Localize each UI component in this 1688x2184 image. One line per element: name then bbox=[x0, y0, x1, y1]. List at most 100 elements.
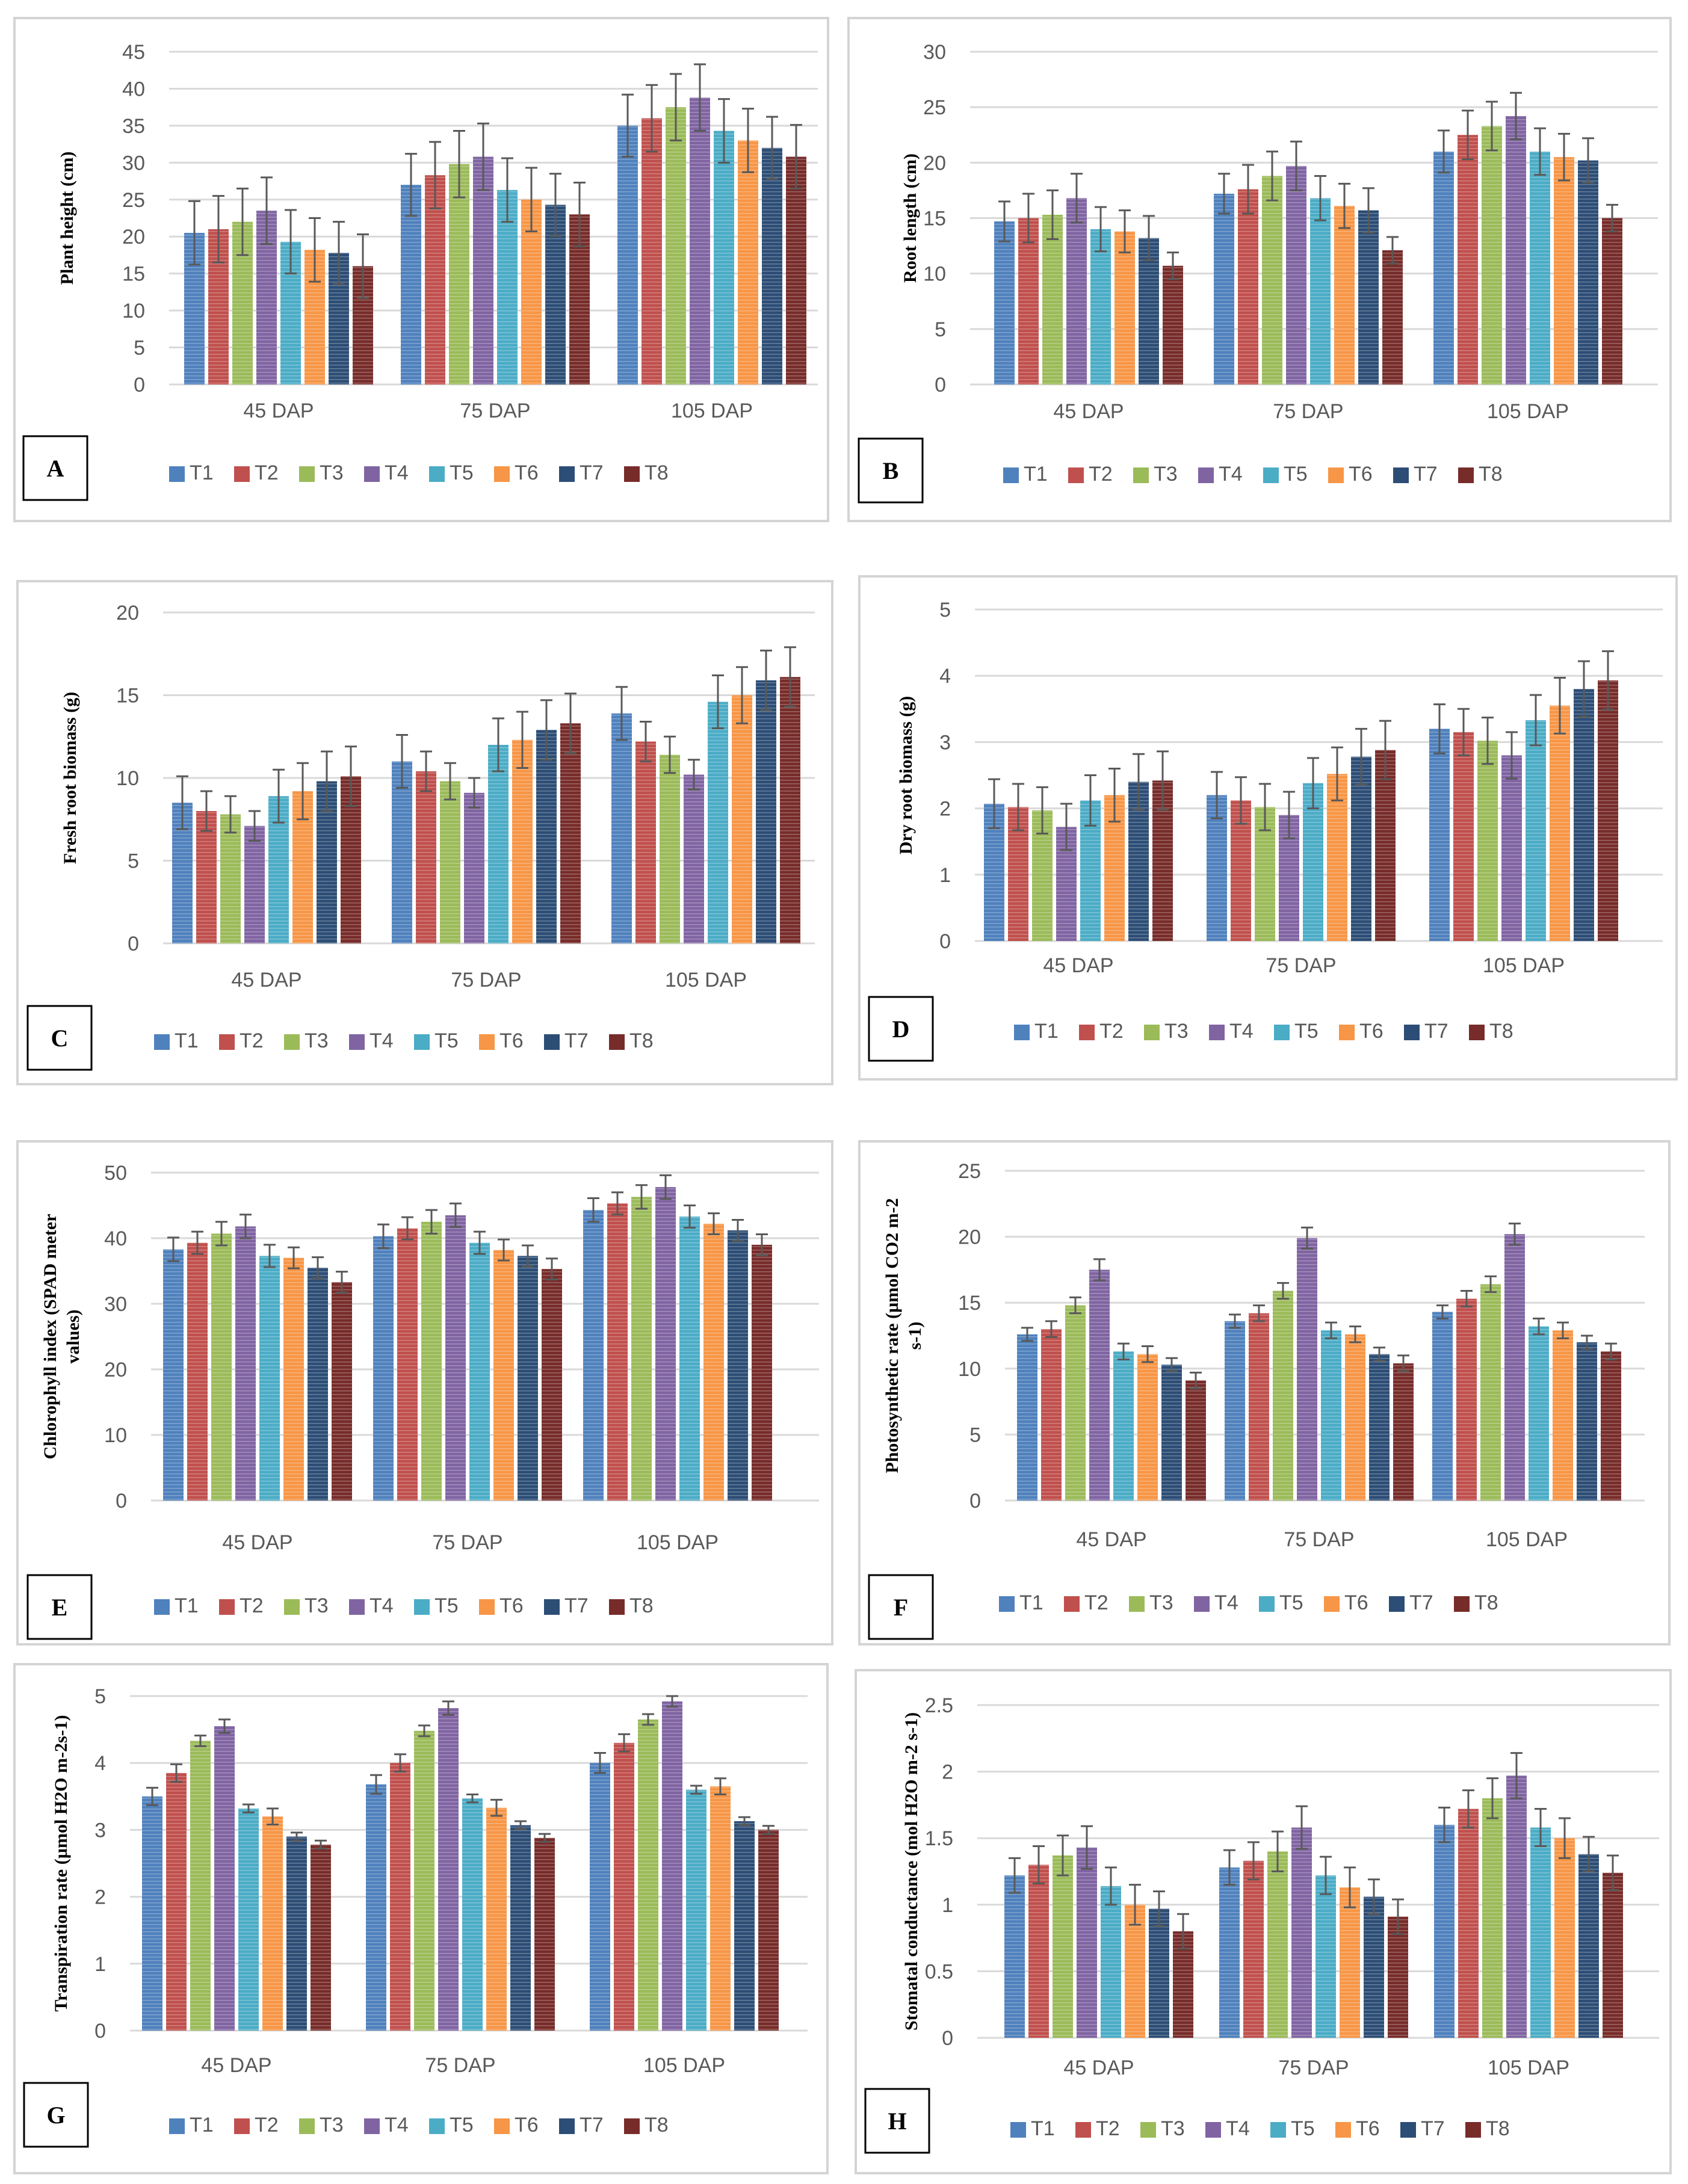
y-tick-label: 2 bbox=[94, 1886, 106, 1909]
error-bar-T7-1 bbox=[540, 699, 552, 761]
legend-swatch-T6 bbox=[1328, 467, 1344, 483]
bar-T6-2 bbox=[1554, 157, 1574, 384]
legend-label-T4: T4 bbox=[369, 1594, 394, 1617]
error-bar-T5-2 bbox=[1535, 1808, 1547, 1847]
legend-label-T8: T8 bbox=[645, 461, 669, 484]
error-bar-T5-1 bbox=[501, 157, 513, 223]
error-bar-T4-1 bbox=[477, 122, 489, 191]
error-bar-T7-2 bbox=[1583, 1836, 1595, 1872]
error-bar-T1-1 bbox=[370, 1774, 382, 1795]
error-bar-T8-2 bbox=[790, 124, 802, 190]
bar-T3-1 bbox=[414, 1730, 434, 2031]
y-tick-label: 1 bbox=[942, 1894, 953, 1917]
error-bar-T3-0 bbox=[237, 187, 249, 256]
legend-swatch-T7 bbox=[559, 466, 575, 482]
legend-label-T2: T2 bbox=[1099, 1020, 1124, 1043]
bar-T4-2 bbox=[662, 1701, 682, 2031]
legend-swatch-T5 bbox=[429, 2118, 445, 2134]
error-bar-T1-2 bbox=[587, 1197, 599, 1223]
bar-T1-1 bbox=[401, 185, 421, 384]
error-bar-T2-0 bbox=[1045, 1320, 1057, 1338]
y-tick-label: 3 bbox=[939, 731, 951, 754]
error-bar-T4-2 bbox=[660, 1174, 672, 1200]
y-tick-label: 0 bbox=[116, 1490, 127, 1513]
error-bar-T3-1 bbox=[1277, 1282, 1289, 1300]
error-bar-T8-1 bbox=[1379, 720, 1391, 780]
bar-T7-2 bbox=[734, 1821, 755, 2031]
bar-T2-1 bbox=[397, 1228, 418, 1501]
error-bar-T7-1 bbox=[549, 173, 561, 237]
error-bar-T6-1 bbox=[516, 711, 528, 769]
bar-T8-2 bbox=[1603, 1872, 1623, 2038]
bar-T8-1 bbox=[1382, 250, 1403, 384]
legend-swatch-T2 bbox=[1079, 1025, 1095, 1040]
legend-label-T3: T3 bbox=[305, 1594, 329, 1617]
legend-swatch-T8 bbox=[1469, 1025, 1485, 1040]
legend-label-T3: T3 bbox=[1161, 2117, 1185, 2140]
y-axis-label: Plant height (cm) bbox=[57, 152, 77, 285]
legend-swatch-T5 bbox=[429, 466, 445, 482]
error-bar-T6-2 bbox=[1558, 132, 1570, 182]
bar-T2-1 bbox=[425, 175, 445, 384]
legend-swatch-T6 bbox=[1324, 1596, 1340, 1612]
legend-swatch-T1 bbox=[999, 1596, 1015, 1612]
x-category-label: 75 DAP bbox=[460, 399, 530, 422]
y-tick-label: 30 bbox=[923, 41, 946, 64]
error-bar-T1-0 bbox=[1009, 1857, 1021, 1894]
error-bar-T2-1 bbox=[401, 1216, 413, 1241]
bar-T5-2 bbox=[686, 1789, 706, 2031]
y-tick-label: 4 bbox=[939, 665, 951, 688]
error-bar-T3-2 bbox=[635, 1184, 648, 1210]
error-bar-T5-1 bbox=[1320, 1855, 1332, 1895]
bar-T3-0 bbox=[1053, 1855, 1073, 2038]
error-bar-T6-1 bbox=[498, 1238, 510, 1262]
error-bar-T8-1 bbox=[539, 1833, 551, 1843]
error-bar-T6-1 bbox=[1331, 746, 1343, 801]
error-bar-T2-2 bbox=[1458, 708, 1470, 756]
y-tick-label: 0 bbox=[969, 1490, 981, 1513]
legend-label-T5: T5 bbox=[434, 1594, 459, 1617]
error-bar-T3-1 bbox=[444, 762, 456, 801]
legend-label-T7: T7 bbox=[1409, 1591, 1433, 1614]
error-bar-T5-2 bbox=[1533, 1318, 1545, 1336]
error-bar-T7-1 bbox=[1373, 1346, 1385, 1362]
error-bar-T5-1 bbox=[1314, 174, 1326, 221]
legend-label-T7: T7 bbox=[564, 1029, 589, 1052]
error-bar-T3-1 bbox=[418, 1724, 430, 1738]
bar-T6-0 bbox=[262, 1816, 283, 2031]
error-bar-T8-2 bbox=[1606, 203, 1618, 233]
error-bar-T3-0 bbox=[1036, 786, 1048, 834]
legend-label-T6: T6 bbox=[1356, 2117, 1380, 2140]
bar-T2-0 bbox=[1028, 1865, 1049, 2038]
legend-swatch-T8 bbox=[1465, 2122, 1481, 2138]
error-bar-T5-1 bbox=[492, 717, 504, 773]
legend-swatch-T2 bbox=[219, 1034, 235, 1050]
bar-T5-2 bbox=[714, 131, 734, 385]
error-bar-T8-1 bbox=[1397, 1354, 1409, 1372]
bar-T5-2 bbox=[1529, 1326, 1549, 1501]
x-category-label: 105 DAP bbox=[1488, 2056, 1569, 2079]
bar-T4-2 bbox=[655, 1186, 676, 1501]
error-bar-T6-2 bbox=[1557, 1321, 1569, 1339]
bar-T3-2 bbox=[1482, 1798, 1503, 2038]
bar-T1-2 bbox=[1434, 1825, 1455, 2038]
error-bar-T6-0 bbox=[267, 1807, 279, 1826]
error-bar-T4-1 bbox=[442, 1700, 454, 1716]
bar-T1-2 bbox=[1432, 1312, 1453, 1501]
error-bar-T8-1 bbox=[564, 693, 577, 754]
bar-T6-0 bbox=[1137, 1354, 1158, 1501]
bar-T1-1 bbox=[373, 1236, 394, 1501]
y-tick-label: 25 bbox=[122, 189, 145, 212]
bar-T8-2 bbox=[786, 156, 806, 384]
chart-D-svg: 0 1 2 3 4 5 45 DAP 75 DAP 105 DAP Dry root biomas… bbox=[868, 599, 1663, 1062]
legend-swatch-T4 bbox=[349, 1599, 365, 1615]
error-bar-T3-2 bbox=[1482, 717, 1494, 765]
error-bar-T6-2 bbox=[742, 108, 754, 173]
error-bar-T8-2 bbox=[784, 646, 796, 708]
y-tick-label: 25 bbox=[923, 96, 946, 119]
error-bar-T3-0 bbox=[1046, 189, 1059, 241]
legend-swatch-T2 bbox=[1075, 2122, 1091, 2138]
bar-T6-0 bbox=[1125, 1904, 1145, 2038]
y-tick-label: 30 bbox=[104, 1293, 127, 1316]
bar-T6-2 bbox=[1553, 1330, 1573, 1501]
